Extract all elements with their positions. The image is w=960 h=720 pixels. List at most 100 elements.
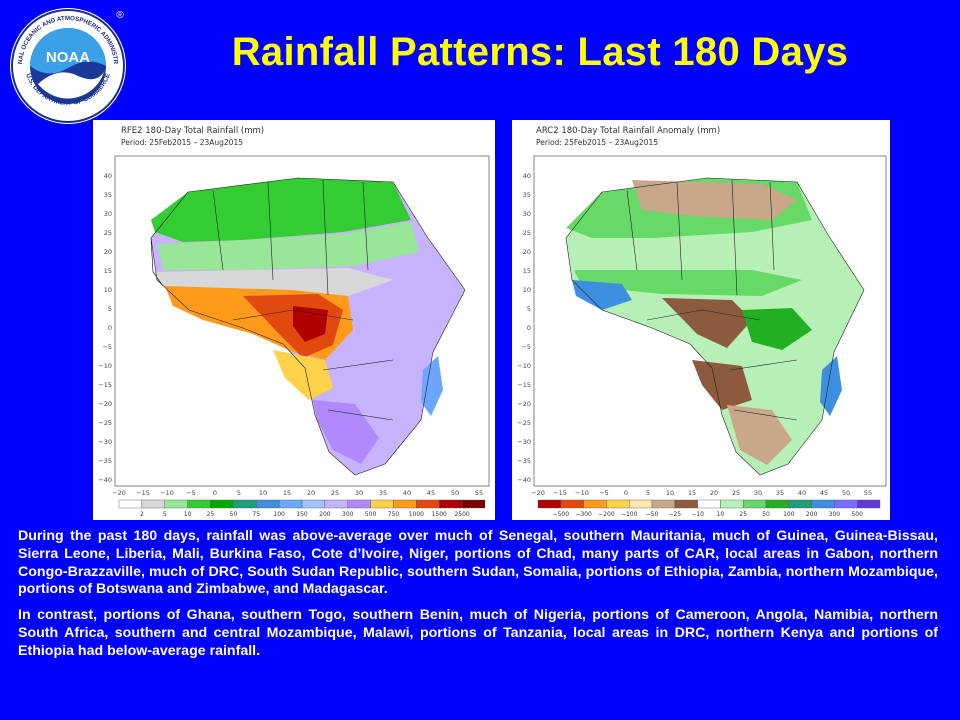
lat-tick: 40 [104,172,112,180]
rainfall-total-map: RFE2 180-Day Total Rainfall (mm) Period:… [93,120,495,520]
lon-tick: 35 [776,489,784,497]
lat-tick: 15 [523,267,531,275]
lon-tick: −15 [553,489,567,497]
lon-tick: 10 [259,489,267,497]
map-period: Period: 25Feb2015 – 23Aug2015 [121,138,243,147]
legend-swatch [857,499,881,509]
lon-tick: 10 [666,489,674,497]
legend-swatch [651,499,675,509]
lon-tick: 55 [475,489,483,497]
lat-tick: 30 [104,210,112,218]
lat-tick: 10 [104,286,112,294]
lon-tick: 35 [379,489,387,497]
lat-tick: 25 [104,229,112,237]
lon-tick: −5 [599,489,609,497]
lon-tick: 0 [624,489,628,497]
legend-swatch [370,499,394,509]
lat-tick: 0 [108,324,112,332]
legend-swatch [301,499,326,509]
lat-tick: −25 [517,419,531,427]
legend-swatch [164,499,188,509]
legend-label: −500 [553,511,570,518]
legend-swatch [720,499,744,509]
lon-tick: −10 [575,489,589,497]
lon-tick: 30 [754,489,762,497]
lat-tick: 0 [527,324,531,332]
lon-tick: 0 [213,489,217,497]
lon-tick: −15 [136,489,150,497]
legend-swatch [742,499,767,509]
lon-tick: 5 [646,489,650,497]
lon-tick: −10 [160,489,174,497]
lon-tick-labels: −20 −15 −10 −5 0 5 10 15 20 25 30 35 40 … [112,489,483,497]
lat-tick: 20 [523,248,531,256]
lon-tick: 50 [842,489,850,497]
page-title: Rainfall Patterns: Last 180 Days [231,30,849,74]
legend-swatch [537,499,561,509]
legend-swatch [210,499,234,509]
lon-tick: 50 [451,489,459,497]
legend-swatch [256,499,280,509]
legend-label: 50 [762,511,770,518]
legend-swatch [233,499,257,509]
lat-tick: 15 [104,267,112,275]
legend-label: 500 [851,511,863,518]
legend-label: 500 [365,511,377,518]
legend-label: −10 [691,511,704,518]
legend-swatch [834,499,858,509]
lon-tick: 5 [237,489,241,497]
lon-tick: 45 [427,489,435,497]
legend-swatch [674,499,698,509]
lat-tick: −10 [517,362,531,370]
lat-tick: 35 [104,191,112,199]
lat-tick: −20 [98,400,112,408]
legend-label: 300 [829,511,841,518]
legend-label: −100 [621,511,638,518]
lat-tick: −30 [98,438,112,446]
map-country-borders [565,177,865,476]
lon-tick: 30 [355,489,363,497]
legend-swatch [583,499,607,509]
lat-tick: 10 [523,286,531,294]
logo-center-text: NOAA [46,49,90,66]
legend-swatch [439,499,463,509]
legend-label: 150 [296,511,308,518]
legend-label: 10 [717,511,725,518]
legend-swatch [278,499,303,509]
lat-tick: −20 [517,400,531,408]
legend-swatch [393,499,417,509]
legend-swatch [324,499,348,509]
rainfall-anomaly-map: ARC2 180-Day Total Rainfall Anomaly (mm)… [512,120,890,520]
lat-tick: −15 [517,381,531,389]
above-average-paragraph: During the past 180 days, rainfall was a… [18,528,938,598]
africa-anomaly-field [566,178,864,475]
legend-label: −300 [575,511,592,518]
logo-registered-mark: ® [116,10,124,21]
legend-label: −25 [668,511,681,518]
lon-tick-labels: −20 −15 −10 −5 0 5 10 15 20 25 30 35 40 … [531,489,872,497]
rainfall-legend: 2 5 10 25 50 75 100 150 200 300 500 750 1000 1500 2500 [118,499,486,518]
legend-swatch [697,499,721,509]
lat-tick: 25 [523,229,531,237]
legend-label: 75 [252,511,260,518]
lon-tick: −5 [186,489,196,497]
legend-label: 5 [163,511,167,518]
map-period: Period: 25Feb2015 – 23Aug2015 [536,138,658,147]
noaa-logo: NATIONAL OCEANIC AND ATMOSPHERIC ADMINIS… [6,1,128,126]
lat-tick-labels: 40 35 30 25 20 15 10 5 0 −5 −10 −15 −20 … [98,172,112,484]
lon-tick: 45 [820,489,828,497]
lon-tick: 20 [710,489,718,497]
legend-label: 10 [184,511,192,518]
legend-swatch [811,499,835,509]
legend-label: 750 [388,511,400,518]
legend-label: 1000 [409,511,424,518]
lon-tick: 20 [307,489,315,497]
lon-tick: 25 [331,489,339,497]
map-title: ARC2 180-Day Total Rainfall Anomaly (mm) [536,126,720,136]
lon-tick: 40 [798,489,806,497]
lat-tick-labels: 40 35 30 25 20 15 10 5 0 −5 −10 −15 −20 … [517,172,531,484]
legend-swatch [187,499,211,509]
legend-swatch [606,499,630,509]
legend-swatch [347,499,371,509]
lat-tick: 20 [104,248,112,256]
